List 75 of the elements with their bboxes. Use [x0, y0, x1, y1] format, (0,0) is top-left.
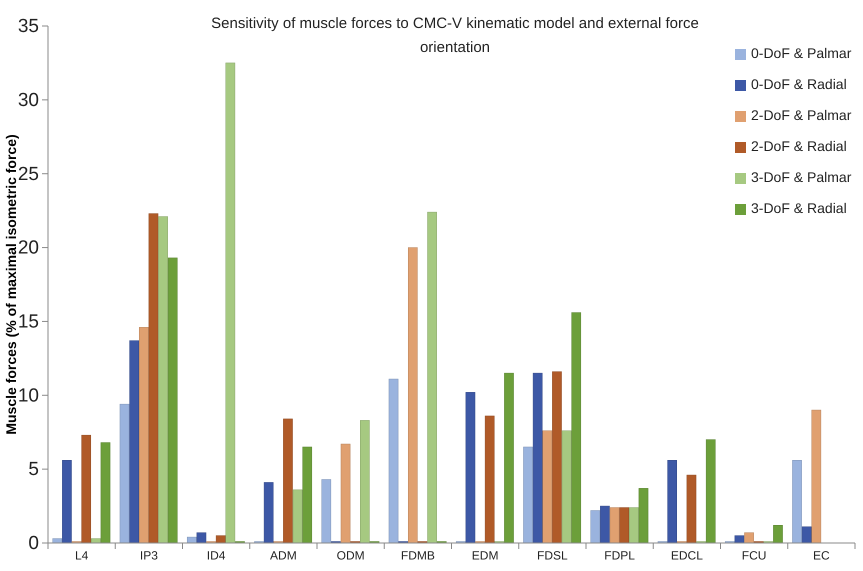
bar	[667, 460, 678, 544]
x-tick-label: L4	[74, 548, 89, 563]
bar	[148, 213, 158, 544]
x-tick-label: ADM	[270, 548, 297, 563]
x-tick-label: FDMB	[400, 548, 435, 563]
bar	[811, 410, 822, 544]
bar	[552, 371, 562, 544]
bar	[283, 418, 293, 544]
y-tick-label: 30	[18, 90, 39, 111]
bar	[571, 312, 582, 544]
bar	[706, 439, 716, 544]
bar	[91, 538, 101, 544]
bar	[129, 340, 140, 544]
legend-label: 2-DoF & Radial	[751, 138, 847, 154]
bar	[264, 482, 274, 544]
bar	[610, 507, 620, 544]
bar	[216, 535, 226, 544]
x-tick-label: EDCL	[670, 548, 704, 563]
legend-label: 3-DoF & Radial	[751, 200, 847, 216]
x-tick-label: EDM	[472, 548, 498, 563]
bar	[600, 506, 610, 544]
x-tick-label: EC	[813, 548, 830, 563]
legend-label: 3-DoF & Palmar	[751, 169, 852, 185]
bar	[292, 490, 302, 544]
bar	[388, 378, 398, 544]
bar	[302, 446, 312, 544]
bar	[638, 488, 648, 544]
bar	[408, 247, 418, 544]
bar	[100, 442, 110, 544]
bar	[427, 212, 437, 544]
bar	[590, 510, 600, 544]
x-tick-label: FCU	[742, 548, 766, 563]
legend-label: 2-DoF & Palmar	[751, 107, 852, 123]
bar	[466, 392, 476, 544]
y-tick-label: 25	[18, 164, 39, 185]
y-axis-title: Muscle forces (% of maximal isometric force)	[3, 134, 19, 435]
bar	[340, 444, 350, 544]
bar	[792, 460, 802, 544]
bar	[168, 258, 178, 544]
chart-title: Sensitivity of muscle forces to CMC-V kinematic model and external force orientation	[211, 15, 699, 56]
bar	[81, 434, 92, 544]
bar	[226, 62, 236, 544]
bar	[562, 430, 572, 544]
bar	[120, 404, 130, 544]
bar	[62, 460, 72, 544]
legend-label: 0-DoF & Radial	[751, 76, 847, 92]
y-tick-label: 5	[28, 459, 39, 480]
x-tick-label: ID4	[206, 548, 226, 563]
bar	[542, 430, 552, 544]
bar	[138, 327, 149, 544]
y-tick-label: 20	[18, 238, 39, 259]
bar	[619, 507, 630, 544]
y-tick-label: 10	[18, 385, 39, 406]
x-tick-label: FDPL	[604, 548, 636, 563]
bar	[629, 507, 639, 544]
bar	[484, 416, 495, 544]
bar	[523, 446, 533, 544]
bar	[504, 372, 514, 544]
x-tick-label: IP3	[140, 548, 158, 563]
bar	[360, 420, 370, 544]
bar	[196, 532, 206, 544]
y-tick-label: 35	[18, 16, 39, 38]
bar	[744, 532, 754, 544]
bar	[773, 525, 783, 544]
bar	[802, 526, 812, 544]
legend-label: 0-DoF & Palmar	[751, 45, 852, 61]
x-tick-label: ODM	[336, 548, 365, 563]
y-tick-label: 0	[28, 533, 39, 554]
bar	[686, 474, 696, 544]
bar	[158, 216, 168, 544]
bar	[52, 538, 62, 544]
bar	[321, 479, 332, 544]
bar	[532, 372, 543, 544]
y-tick-label: 15	[18, 312, 39, 333]
x-tick-label: FDSL	[537, 548, 568, 563]
